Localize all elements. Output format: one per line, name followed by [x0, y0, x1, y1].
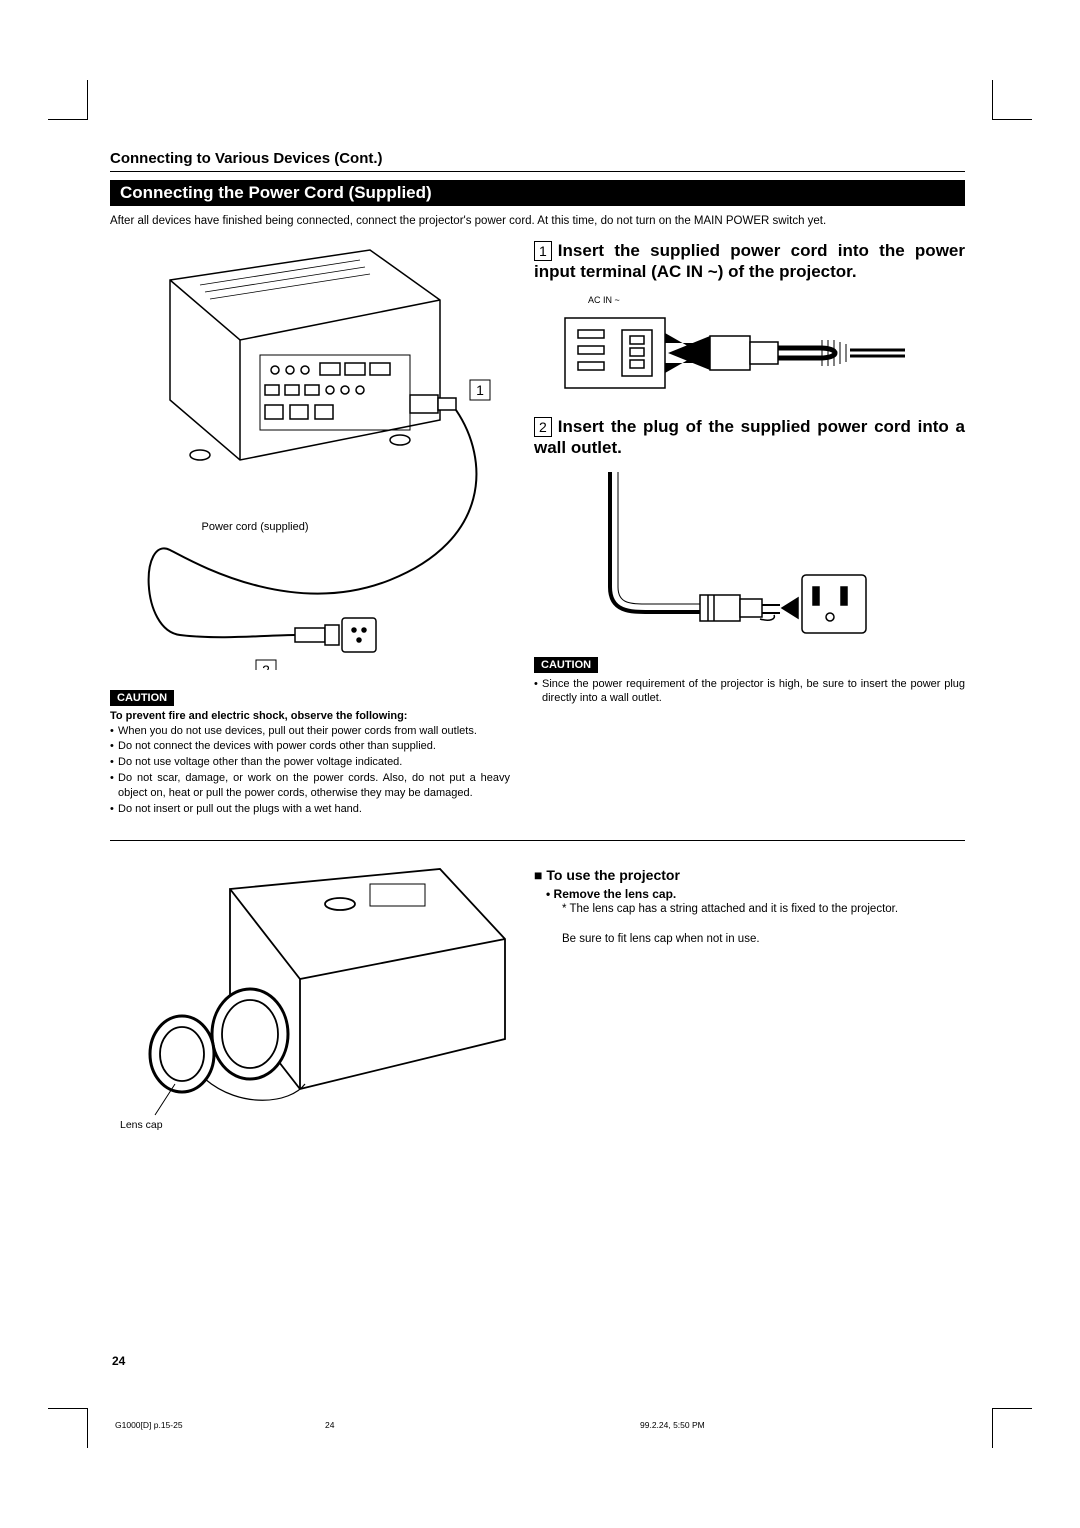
caution-item: Do not scar, damage, or work on the powe… [110, 771, 510, 801]
svg-text:2: 2 [262, 662, 270, 670]
svg-text:Power cord (supplied): Power cord (supplied) [202, 521, 309, 533]
figure-projector-with-cord: 1 Power cord (supplied) 2 [110, 240, 510, 670]
caution-item: Do not connect the devices with power co… [110, 739, 510, 754]
step-1-title: 1Insert the supplied power cord into the… [534, 240, 965, 283]
lens-cap-note-1: * The lens cap has a string attached and… [534, 901, 965, 917]
intro-paragraph: After all devices have finished being co… [110, 214, 965, 230]
lens-cap-label: Lens cap [120, 1119, 163, 1131]
svg-text:1: 1 [476, 382, 484, 398]
crop-mark-tl [48, 80, 88, 120]
caution-item: When you do not use devices, pull out th… [110, 724, 510, 739]
ac-in-label: AC IN ~ [588, 295, 620, 305]
caution-item: Do not insert or pull out the plugs with… [110, 802, 510, 817]
caution-list-right: Since the power requirement of the proje… [534, 677, 965, 707]
crop-mark-bl [48, 1408, 88, 1448]
footer-mid: 24 [325, 1420, 334, 1430]
crop-mark-br [992, 1408, 1032, 1448]
caution-item: Since the power requirement of the proje… [534, 677, 965, 707]
figure-lens-cap: Lens cap [110, 859, 510, 1139]
step-2-title: 2Insert the plug of the supplied power c… [534, 416, 965, 459]
lens-cap-note-2: Be sure to fit lens cap when not in use. [534, 931, 965, 947]
caution-label-right: CAUTION [534, 657, 598, 673]
step-2-number: 2 [534, 417, 552, 437]
caution-heading-left: To prevent fire and electric shock, obse… [110, 710, 510, 722]
crop-mark-tr [992, 80, 1032, 120]
step-1-number: 1 [534, 241, 552, 261]
caution-list-left: When you do not use devices, pull out th… [110, 724, 510, 817]
footer-left: G1000[D] p.15-25 [115, 1420, 183, 1430]
remove-lens-cap: • Remove the lens cap. [534, 887, 965, 901]
page-number: 24 [112, 1354, 125, 1368]
figure-ac-in-terminal: AC IN ~ [560, 290, 965, 398]
use-projector-heading: ■ To use the projector [534, 867, 965, 883]
divider [110, 840, 965, 841]
caution-label-left: CAUTION [110, 690, 174, 706]
caution-item: Do not use voltage other than the power … [110, 755, 510, 770]
figure-wall-outlet [560, 467, 965, 637]
page-title: Connecting the Power Cord (Supplied) [110, 180, 965, 206]
footer-right: 99.2.24, 5:50 PM [640, 1420, 705, 1430]
section-header: Connecting to Various Devices (Cont.) [110, 150, 965, 172]
